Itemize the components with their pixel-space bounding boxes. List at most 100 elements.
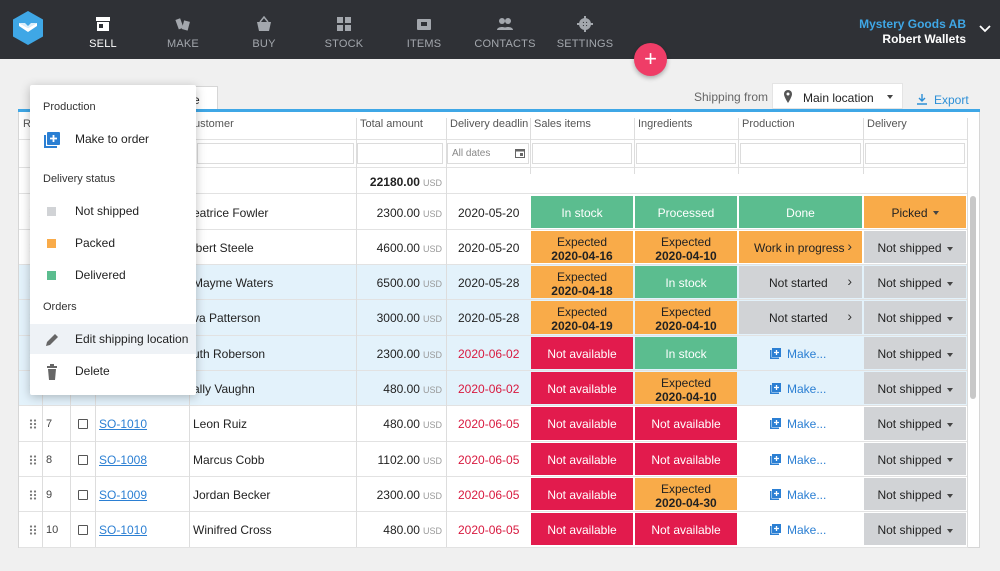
- sales-items-cell[interactable]: Not available: [531, 477, 633, 511]
- nav-buy[interactable]: BUY: [224, 0, 304, 59]
- row-checkbox[interactable]: [78, 489, 88, 500]
- make-link[interactable]: Make...: [770, 488, 826, 502]
- nav-stock[interactable]: STOCK: [304, 0, 384, 59]
- sales-items-filter[interactable]: [532, 143, 632, 164]
- table-row[interactable]: [19, 441, 968, 476]
- delivery-cell[interactable]: Not shipped: [864, 477, 966, 511]
- delivery-cell[interactable]: Not shipped: [864, 336, 966, 369]
- nav-make[interactable]: MAKE: [143, 0, 223, 59]
- delivery-cell[interactable]: Not shipped: [864, 442, 966, 475]
- status-swatch-green: [47, 271, 56, 280]
- ingredients-cell[interactable]: Expected 2020-04-10: [635, 301, 737, 334]
- drag-handle-icon[interactable]: [29, 454, 37, 465]
- ingredients-cell[interactable]: Expected 2020-04-10: [635, 230, 737, 264]
- make-link[interactable]: Make...: [770, 347, 826, 361]
- production-cell[interactable]: Not started ›: [739, 301, 862, 334]
- sales-items-cell[interactable]: In stock: [531, 195, 633, 228]
- ingredients-cell[interactable]: Processed: [635, 195, 737, 228]
- ingredients-cell[interactable]: In stock: [635, 266, 737, 299]
- chevron-right-icon: ›: [847, 308, 852, 325]
- customer-filter[interactable]: [197, 143, 354, 164]
- make-link[interactable]: Make...: [770, 382, 826, 396]
- delivery-cell[interactable]: Not shipped: [864, 372, 966, 405]
- table-row[interactable]: [19, 512, 968, 547]
- sales-items-cell[interactable]: Not available: [531, 336, 633, 369]
- ingredients-cell[interactable]: Not available: [635, 513, 737, 546]
- column-header-deadline[interactable]: Delivery deadlin: [450, 118, 529, 130]
- sales-items-cell-date: 2020-04-18: [551, 284, 613, 299]
- currency: USD: [422, 279, 442, 290]
- menu-item-packed[interactable]: Packed: [30, 228, 196, 258]
- make-link[interactable]: Make...: [770, 417, 826, 431]
- total-filter[interactable]: [357, 143, 443, 164]
- delivery-cell[interactable]: Not shipped: [864, 266, 966, 299]
- production-cell[interactable]: Work in progress ›: [739, 230, 862, 264]
- delivery-cell[interactable]: Not shipped: [864, 407, 966, 440]
- nav-settings[interactable]: SETTINGS: [545, 0, 625, 59]
- menu-item-delete[interactable]: Delete: [30, 356, 196, 386]
- sales-items-cell[interactable]: Not available: [531, 442, 633, 475]
- column-header-sales-items[interactable]: Sales items: [534, 118, 591, 130]
- caret-down-icon: [946, 458, 953, 463]
- column-header-ingredients[interactable]: Ingredients: [638, 118, 693, 130]
- delivery-cell[interactable]: Not shipped: [864, 513, 966, 546]
- nav-contacts[interactable]: CONTACTS: [465, 0, 545, 59]
- add-button[interactable]: +: [634, 43, 667, 76]
- column-header-customer[interactable]: ustomer: [194, 118, 234, 130]
- menu-item-delivered[interactable]: Delivered: [30, 260, 196, 290]
- ingredients-cell[interactable]: Expected 2020-04-30: [635, 477, 737, 511]
- sales-items-cell[interactable]: Expected 2020-04-16: [531, 230, 633, 264]
- production-cell[interactable]: Not started ›: [739, 266, 862, 299]
- drag-handle-icon[interactable]: [29, 524, 37, 535]
- row-checkbox[interactable]: [78, 525, 88, 536]
- row-checkbox[interactable]: [78, 454, 88, 465]
- row-divider: [19, 264, 968, 266]
- sales-items-cell[interactable]: Not available: [531, 372, 633, 405]
- location-select[interactable]: Main location: [772, 83, 903, 109]
- date-filter[interactable]: All dates: [447, 143, 529, 164]
- drag-handle-icon[interactable]: [29, 418, 37, 429]
- make-link[interactable]: Make...: [770, 523, 826, 537]
- delivery-cell[interactable]: Not shipped: [864, 230, 966, 264]
- column-header-total[interactable]: Total amount: [360, 118, 423, 130]
- table-row[interactable]: [19, 406, 968, 441]
- table-row[interactable]: [19, 476, 968, 512]
- account-switcher[interactable]: Mystery Goods AB Robert Wallets: [859, 17, 966, 47]
- ingredients-filter[interactable]: [636, 143, 736, 164]
- column-header-delivery[interactable]: Delivery: [867, 118, 907, 130]
- sales-items-cell[interactable]: Expected 2020-04-18: [531, 266, 633, 299]
- delivery-cell[interactable]: Picked: [864, 195, 966, 228]
- drag-handle-icon[interactable]: [29, 489, 37, 500]
- shipping-from-label: Shipping from: [694, 90, 769, 104]
- row-checkbox[interactable]: [78, 419, 88, 430]
- delivery-status: Not shipped: [877, 487, 942, 502]
- nav-items[interactable]: ITEMS: [384, 0, 464, 59]
- delivery-filter[interactable]: [865, 143, 965, 164]
- app-logo[interactable]: [13, 11, 43, 45]
- make-link[interactable]: Make...: [770, 453, 826, 467]
- sales-items-cell-status: Not available: [547, 452, 617, 467]
- menu-item-not-shipped[interactable]: Not shipped: [30, 196, 196, 226]
- menu-item-edit-shipping[interactable]: Edit shipping location: [30, 324, 196, 354]
- scrollbar[interactable]: [970, 196, 976, 399]
- delivery-cell[interactable]: Not shipped: [864, 301, 966, 334]
- ingredients-cell[interactable]: In stock: [635, 336, 737, 369]
- nav-sell[interactable]: SELL: [63, 0, 143, 59]
- production-filter[interactable]: [740, 143, 861, 164]
- order-link[interactable]: SO-1010: [99, 523, 148, 538]
- production-cell[interactable]: Done: [739, 195, 862, 228]
- order-link[interactable]: SO-1010: [99, 417, 148, 432]
- chevron-down-icon[interactable]: [978, 22, 992, 36]
- order-link[interactable]: SO-1009: [99, 487, 148, 502]
- menu-item-make-to-order[interactable]: Make to order: [30, 124, 196, 154]
- sales-items-cell[interactable]: Expected 2020-04-19: [531, 301, 633, 334]
- ingredients-cell[interactable]: Not available: [635, 442, 737, 475]
- sales-items-cell[interactable]: Not available: [531, 513, 633, 546]
- order-link[interactable]: SO-1008: [99, 452, 148, 467]
- column-header-production[interactable]: Production: [742, 118, 795, 130]
- ingredients-cell[interactable]: Not available: [635, 407, 737, 440]
- sales-items-cell[interactable]: Not available: [531, 407, 633, 440]
- ingredients-cell[interactable]: Expected 2020-04-10: [635, 372, 737, 405]
- row-divider: [19, 475, 968, 477]
- sales-items-cell-status: Expected: [556, 270, 608, 285]
